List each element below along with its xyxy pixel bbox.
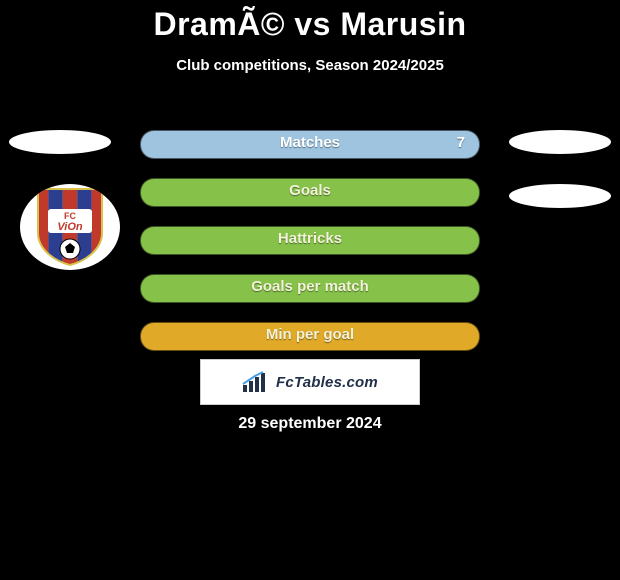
stat-row: Matches 7 — [140, 130, 480, 159]
stat-label: Goals — [141, 182, 479, 199]
player-left-avatar-placeholder — [9, 130, 111, 154]
stat-label: Hattricks — [141, 230, 479, 247]
stat-value: 7 — [457, 134, 465, 151]
source-logo[interactable]: FcTables.com — [200, 359, 420, 405]
page-title: DramÃ© vs Marusin — [0, 6, 620, 43]
source-logo-text: FcTables.com — [276, 374, 378, 391]
stat-row: Goals per match — [140, 274, 480, 303]
comparison-widget: DramÃ© vs Marusin Club competitions, Sea… — [0, 6, 620, 580]
stat-row: Hattricks — [140, 226, 480, 255]
svg-text:FC: FC — [64, 211, 76, 221]
stat-row: Min per goal — [140, 322, 480, 351]
club-badge-svg: FC ViOn — [34, 187, 106, 267]
subtitle: Club competitions, Season 2024/2025 — [0, 57, 620, 74]
club-left-badge: FC ViOn — [20, 184, 120, 270]
stat-label: Goals per match — [141, 278, 479, 295]
stats-list: Matches 7 Goals Hattricks Goals per matc… — [140, 130, 480, 370]
svg-text:ViOn: ViOn — [57, 221, 83, 233]
stat-label: Matches — [141, 134, 479, 151]
snapshot-date: 29 september 2024 — [0, 415, 620, 433]
club-right-badge-placeholder — [509, 184, 611, 208]
stat-row: Goals — [140, 178, 480, 207]
stat-label: Min per goal — [141, 326, 479, 343]
player-right-avatar-placeholder — [509, 130, 611, 154]
barchart-icon — [242, 371, 270, 393]
